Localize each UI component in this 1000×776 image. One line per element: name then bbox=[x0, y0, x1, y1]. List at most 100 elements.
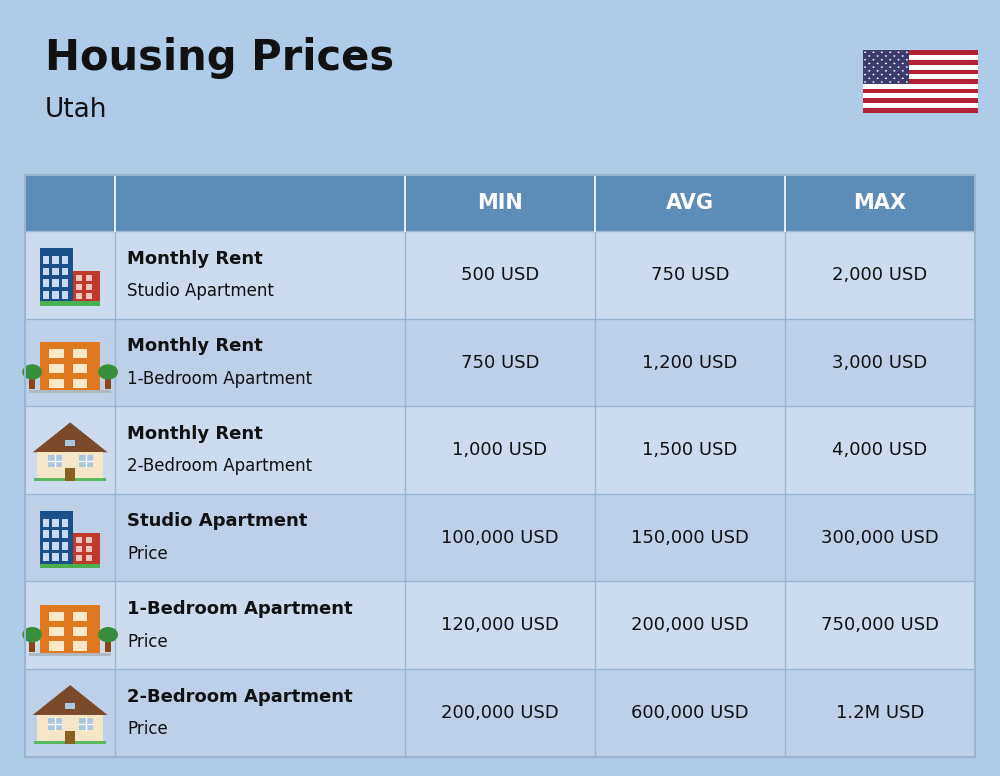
Circle shape bbox=[893, 55, 895, 57]
Circle shape bbox=[906, 59, 908, 61]
Bar bbox=[863, 50, 978, 55]
Bar bbox=[73, 364, 87, 373]
Text: 3,000 USD: 3,000 USD bbox=[832, 354, 928, 372]
Bar bbox=[48, 718, 62, 730]
Bar bbox=[73, 349, 87, 359]
Bar bbox=[86, 546, 92, 553]
Circle shape bbox=[889, 51, 891, 53]
Bar bbox=[43, 542, 49, 549]
Text: 2-Bedroom Apartment: 2-Bedroom Apartment bbox=[127, 688, 353, 705]
Bar bbox=[76, 275, 82, 281]
Text: Studio Apartment: Studio Apartment bbox=[127, 512, 308, 531]
Bar bbox=[105, 632, 111, 652]
Bar bbox=[863, 88, 978, 93]
Bar bbox=[49, 642, 64, 651]
Text: 300,000 USD: 300,000 USD bbox=[821, 528, 939, 547]
Circle shape bbox=[881, 51, 883, 53]
Bar bbox=[37, 452, 103, 481]
Bar bbox=[52, 256, 59, 264]
Circle shape bbox=[868, 55, 870, 57]
Bar bbox=[43, 553, 49, 561]
Circle shape bbox=[906, 51, 908, 53]
Bar bbox=[43, 519, 49, 527]
Circle shape bbox=[864, 74, 866, 75]
Bar bbox=[34, 741, 106, 743]
Bar bbox=[863, 50, 978, 113]
Bar bbox=[62, 553, 68, 561]
Circle shape bbox=[877, 70, 879, 71]
Bar bbox=[43, 256, 49, 264]
Circle shape bbox=[98, 364, 118, 379]
Circle shape bbox=[885, 55, 887, 57]
Text: 750 USD: 750 USD bbox=[651, 266, 729, 284]
Bar bbox=[73, 271, 100, 302]
Bar bbox=[79, 718, 93, 730]
Circle shape bbox=[885, 63, 887, 64]
Circle shape bbox=[902, 63, 904, 64]
Bar bbox=[49, 626, 64, 636]
Circle shape bbox=[893, 78, 895, 79]
Text: Price: Price bbox=[127, 720, 168, 738]
Circle shape bbox=[893, 63, 895, 64]
Bar bbox=[29, 390, 111, 393]
Text: Price: Price bbox=[127, 632, 168, 650]
Text: 1,000 USD: 1,000 USD bbox=[452, 441, 548, 459]
Bar bbox=[86, 537, 92, 543]
Circle shape bbox=[881, 81, 883, 83]
Circle shape bbox=[872, 51, 874, 53]
Circle shape bbox=[864, 51, 866, 53]
Bar bbox=[62, 531, 68, 538]
Circle shape bbox=[889, 67, 891, 68]
Circle shape bbox=[898, 59, 900, 61]
Bar bbox=[86, 293, 92, 299]
Bar bbox=[25, 407, 975, 494]
Text: 600,000 USD: 600,000 USD bbox=[631, 704, 749, 722]
Circle shape bbox=[902, 70, 904, 71]
Circle shape bbox=[22, 627, 42, 643]
Bar bbox=[40, 302, 100, 306]
Circle shape bbox=[864, 81, 866, 83]
Bar bbox=[62, 279, 68, 287]
Text: Monthly Rent: Monthly Rent bbox=[127, 338, 263, 355]
Text: 2-Bedroom Apartment: 2-Bedroom Apartment bbox=[127, 457, 312, 476]
Text: Housing Prices: Housing Prices bbox=[45, 37, 394, 79]
Text: MIN: MIN bbox=[477, 193, 523, 213]
Circle shape bbox=[885, 78, 887, 79]
Circle shape bbox=[64, 700, 76, 709]
Text: 100,000 USD: 100,000 USD bbox=[441, 528, 559, 547]
Bar bbox=[25, 175, 975, 231]
Bar bbox=[43, 531, 49, 538]
Circle shape bbox=[881, 74, 883, 75]
Bar bbox=[73, 626, 87, 636]
Circle shape bbox=[906, 74, 908, 75]
Bar bbox=[73, 533, 100, 564]
Circle shape bbox=[868, 70, 870, 71]
Circle shape bbox=[877, 78, 879, 79]
Bar bbox=[43, 279, 49, 287]
Text: 1-Bedroom Apartment: 1-Bedroom Apartment bbox=[127, 600, 353, 618]
Bar bbox=[25, 494, 975, 581]
Text: 750,000 USD: 750,000 USD bbox=[821, 616, 939, 634]
Bar bbox=[52, 531, 59, 538]
Circle shape bbox=[864, 67, 866, 68]
Bar bbox=[43, 268, 49, 275]
Bar bbox=[25, 231, 975, 319]
Circle shape bbox=[889, 81, 891, 83]
Bar bbox=[49, 379, 64, 388]
Text: Studio Apartment: Studio Apartment bbox=[127, 282, 274, 300]
Text: AVG: AVG bbox=[666, 193, 714, 213]
Bar bbox=[79, 456, 93, 467]
Circle shape bbox=[98, 627, 118, 643]
Circle shape bbox=[64, 437, 76, 446]
Text: Price: Price bbox=[127, 545, 168, 563]
Bar bbox=[40, 564, 100, 569]
Bar bbox=[863, 99, 978, 103]
Text: 750 USD: 750 USD bbox=[461, 354, 539, 372]
Bar bbox=[34, 478, 106, 481]
Circle shape bbox=[22, 364, 42, 379]
Bar bbox=[863, 60, 978, 64]
Bar bbox=[76, 283, 82, 289]
Bar bbox=[29, 653, 111, 656]
Circle shape bbox=[864, 59, 866, 61]
Bar bbox=[76, 537, 82, 543]
